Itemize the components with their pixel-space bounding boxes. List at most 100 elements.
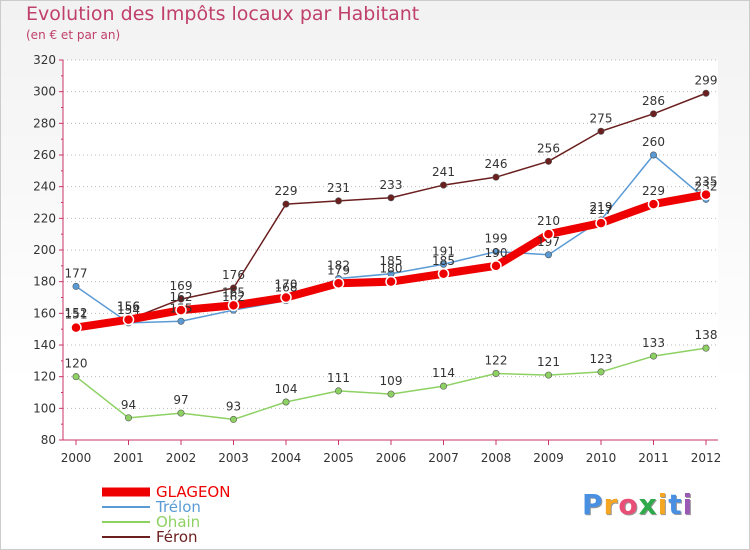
data-point-ohain bbox=[649, 352, 657, 360]
data-point-glageon bbox=[70, 321, 82, 334]
data-point-trélon bbox=[177, 317, 185, 325]
data-point-féron bbox=[334, 197, 342, 205]
data-label-trélon: 154 bbox=[117, 303, 140, 317]
x-tick-label: 2001 bbox=[113, 451, 144, 465]
data-point-féron bbox=[597, 127, 605, 135]
data-label-ohain: 94 bbox=[121, 398, 136, 412]
data-label-féron: 233 bbox=[380, 178, 403, 192]
data-point-trélon bbox=[439, 260, 447, 268]
data-label-trélon: 191 bbox=[432, 244, 455, 258]
data-point-trélon bbox=[72, 282, 80, 290]
data-label-féron: 176 bbox=[222, 268, 245, 282]
y-tick-label: 200 bbox=[33, 243, 56, 257]
y-tick-label: 100 bbox=[33, 401, 56, 415]
data-label-féron: 231 bbox=[327, 181, 350, 195]
data-label-féron: 256 bbox=[537, 141, 560, 155]
data-label-ohain: 114 bbox=[432, 366, 455, 380]
x-tick-label: 2000 bbox=[61, 451, 92, 465]
data-label-ohain: 104 bbox=[275, 382, 298, 396]
data-point-féron bbox=[177, 295, 185, 303]
legend-label-féron: Féron bbox=[156, 528, 198, 546]
data-label-glageon: 229 bbox=[642, 184, 665, 198]
y-tick-label: 320 bbox=[33, 53, 56, 67]
data-point-féron bbox=[387, 194, 395, 202]
data-label-glageon: 210 bbox=[537, 214, 560, 228]
data-label-féron: 275 bbox=[590, 111, 613, 125]
data-label-trélon: 162 bbox=[222, 290, 245, 304]
data-point-glageon bbox=[647, 198, 660, 210]
y-tick-label: 120 bbox=[33, 370, 56, 384]
x-tick-label: 2009 bbox=[533, 451, 564, 465]
data-point-féron bbox=[230, 284, 238, 292]
plot-area bbox=[63, 60, 718, 440]
data-point-ohain bbox=[544, 371, 552, 379]
data-label-ohain: 123 bbox=[590, 352, 613, 366]
data-label-féron: 246 bbox=[485, 157, 508, 171]
y-tick-label: 260 bbox=[33, 148, 56, 162]
data-label-trélon: 199 bbox=[485, 232, 508, 246]
data-label-ohain: 93 bbox=[226, 399, 241, 413]
data-label-trélon: 177 bbox=[65, 266, 88, 280]
x-tick-label: 2004 bbox=[271, 451, 302, 465]
data-point-féron bbox=[544, 157, 552, 165]
data-point-féron bbox=[702, 89, 710, 97]
data-point-glageon bbox=[542, 228, 555, 240]
data-point-ohain bbox=[702, 344, 710, 352]
data-label-trélon: 197 bbox=[537, 235, 560, 249]
chart-subtitle: (en € et par an) bbox=[26, 28, 121, 42]
data-point-glageon bbox=[490, 260, 502, 272]
x-tick-label: 2005 bbox=[323, 451, 354, 465]
data-point-glageon bbox=[437, 268, 450, 280]
data-label-trélon: 219 bbox=[590, 200, 613, 214]
data-label-glageon: 179 bbox=[327, 263, 350, 277]
data-point-ohain bbox=[72, 373, 80, 381]
data-label-féron: 156 bbox=[117, 300, 140, 314]
y-tick-label: 180 bbox=[33, 275, 56, 289]
legend-label-glageon: GLAGEON bbox=[156, 483, 230, 501]
proxiti-logo: Proxiti bbox=[582, 488, 694, 521]
data-label-glageon: 170 bbox=[275, 278, 298, 292]
data-point-ohain bbox=[492, 369, 500, 377]
data-label-féron: 286 bbox=[642, 94, 665, 108]
data-label-trélon: 185 bbox=[380, 254, 403, 268]
x-tick-label: 2007 bbox=[428, 451, 459, 465]
data-label-glageon: 185 bbox=[432, 254, 455, 268]
data-point-glageon bbox=[700, 188, 712, 201]
data-point-glageon bbox=[122, 313, 135, 326]
y-tick-label: 140 bbox=[33, 338, 56, 352]
data-label-ohain: 133 bbox=[642, 336, 665, 350]
x-tick-label: 2003 bbox=[218, 451, 249, 465]
legend-label-ohain: Ohain bbox=[156, 513, 200, 531]
data-point-trélon bbox=[649, 151, 657, 159]
data-label-ohain: 138 bbox=[695, 328, 718, 342]
data-label-ohain: 109 bbox=[380, 374, 403, 388]
data-label-féron: 241 bbox=[432, 165, 455, 179]
data-point-ohain bbox=[439, 382, 447, 390]
data-label-glageon: 180 bbox=[380, 262, 403, 276]
data-label-féron: 152 bbox=[65, 306, 88, 320]
data-label-ohain: 121 bbox=[537, 355, 560, 369]
data-label-ohain: 111 bbox=[327, 371, 350, 385]
data-point-féron bbox=[439, 181, 447, 189]
data-label-glageon: 162 bbox=[170, 290, 193, 304]
data-label-féron: 299 bbox=[695, 73, 718, 87]
data-point-féron bbox=[492, 173, 500, 181]
data-label-glageon: 151 bbox=[65, 308, 88, 322]
data-point-ohain bbox=[282, 398, 290, 406]
x-tick-label: 2012 bbox=[691, 451, 722, 465]
y-tick-label: 300 bbox=[33, 85, 56, 99]
data-point-ohain bbox=[230, 415, 238, 423]
data-point-féron bbox=[649, 110, 657, 118]
data-point-ohain bbox=[597, 368, 605, 376]
data-point-glageon bbox=[332, 277, 345, 289]
y-tick-label: 220 bbox=[33, 211, 56, 225]
data-label-trélon: 232 bbox=[695, 179, 718, 193]
chart-title: Evolution des Impôts locaux par Habitant bbox=[26, 3, 420, 25]
data-point-trélon bbox=[544, 251, 552, 259]
x-tick-label: 2011 bbox=[638, 451, 669, 465]
data-label-féron: 229 bbox=[275, 184, 298, 198]
data-label-trélon: 168 bbox=[275, 281, 298, 295]
y-tick-label: 160 bbox=[33, 306, 56, 320]
data-point-ohain bbox=[177, 409, 185, 417]
